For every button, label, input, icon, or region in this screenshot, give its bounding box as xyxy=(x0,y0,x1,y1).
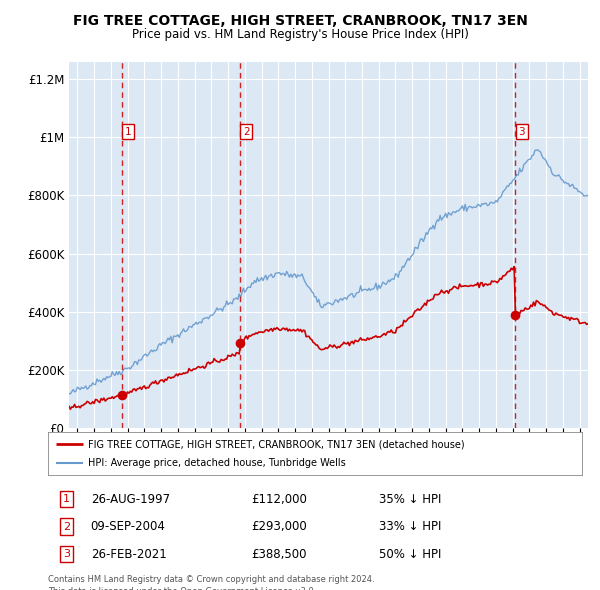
Text: 35% ↓ HPI: 35% ↓ HPI xyxy=(379,493,442,506)
Text: Contains HM Land Registry data © Crown copyright and database right 2024.
This d: Contains HM Land Registry data © Crown c… xyxy=(48,575,374,590)
Text: 50% ↓ HPI: 50% ↓ HPI xyxy=(379,548,442,560)
Text: £112,000: £112,000 xyxy=(251,493,307,506)
Text: FIG TREE COTTAGE, HIGH STREET, CRANBROOK, TN17 3EN: FIG TREE COTTAGE, HIGH STREET, CRANBROOK… xyxy=(73,14,527,28)
Text: 33% ↓ HPI: 33% ↓ HPI xyxy=(379,520,442,533)
Text: 09-SEP-2004: 09-SEP-2004 xyxy=(91,520,166,533)
Text: 26-AUG-1997: 26-AUG-1997 xyxy=(91,493,170,506)
Text: Price paid vs. HM Land Registry's House Price Index (HPI): Price paid vs. HM Land Registry's House … xyxy=(131,28,469,41)
Text: £388,500: £388,500 xyxy=(251,548,307,560)
Text: 3: 3 xyxy=(518,127,525,137)
Text: FIG TREE COTTAGE, HIGH STREET, CRANBROOK, TN17 3EN (detached house): FIG TREE COTTAGE, HIGH STREET, CRANBROOK… xyxy=(88,440,464,450)
Text: 1: 1 xyxy=(125,127,132,137)
Text: 2: 2 xyxy=(243,127,250,137)
Text: 1: 1 xyxy=(63,494,70,504)
Text: HPI: Average price, detached house, Tunbridge Wells: HPI: Average price, detached house, Tunb… xyxy=(88,458,346,468)
Text: 26-FEB-2021: 26-FEB-2021 xyxy=(91,548,166,560)
Text: £293,000: £293,000 xyxy=(251,520,307,533)
Text: 2: 2 xyxy=(63,522,70,532)
Text: 3: 3 xyxy=(63,549,70,559)
